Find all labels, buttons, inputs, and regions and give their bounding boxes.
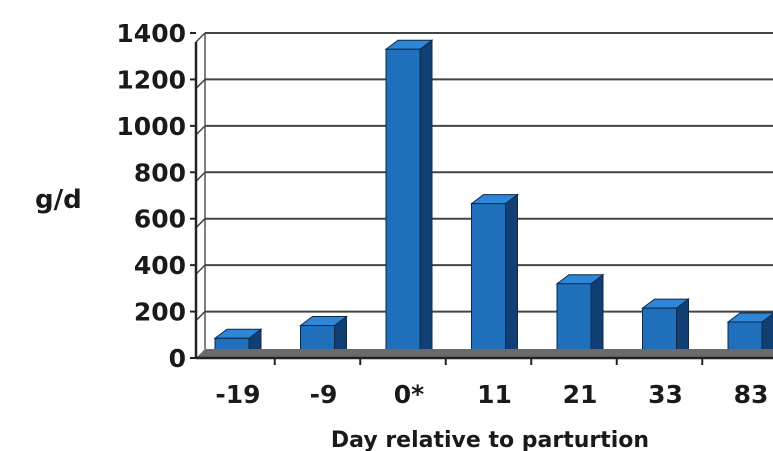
bar-side	[419, 39, 433, 359]
y-axis-ticks: 0 200 400 600 800 1000 1200 1400	[116, 19, 196, 373]
y-tick-label: 400	[134, 251, 186, 280]
x-tick-label: 0*	[394, 380, 424, 409]
gridline-slant	[195, 32, 206, 43]
x-axis-ticks: -19 -9 0* 11 21 33 83	[215, 358, 769, 409]
y-tick-label: 1400	[116, 19, 186, 48]
bar-front	[471, 203, 506, 359]
floor	[196, 349, 773, 358]
gridline-slant	[195, 264, 206, 275]
axes	[194, 42, 773, 360]
bar-side	[590, 273, 604, 359]
bars	[213, 39, 773, 359]
gridline-slant	[195, 171, 206, 182]
y-tick-label: 200	[134, 298, 186, 327]
bar	[384, 39, 434, 359]
bar-front	[556, 283, 592, 359]
gridline-slant	[195, 311, 206, 322]
x-axis-label: Day relative to parturtion	[331, 428, 649, 451]
bar-side	[505, 193, 518, 359]
y-axis-label: g/d	[35, 185, 82, 215]
x-tick-label: 83	[734, 380, 769, 409]
gridline-slant	[195, 218, 206, 229]
bar	[555, 273, 605, 359]
y-tick-label: 800	[134, 158, 186, 187]
y-tick-label: 600	[134, 205, 186, 234]
x-tick-label: 11	[477, 380, 512, 409]
x-tick-label: -9	[310, 380, 338, 409]
y-tick-label: 1000	[116, 112, 186, 141]
gridline-slant	[195, 125, 206, 136]
bar-front	[385, 48, 421, 359]
x-tick-label: 21	[563, 380, 598, 409]
gridline-slant	[195, 78, 206, 89]
y-tick-label: 0	[169, 344, 186, 373]
x-tick-label: -19	[215, 380, 260, 409]
bar	[470, 193, 519, 359]
y-tick-label: 1200	[116, 65, 186, 94]
x-tick-label: 33	[648, 380, 683, 409]
